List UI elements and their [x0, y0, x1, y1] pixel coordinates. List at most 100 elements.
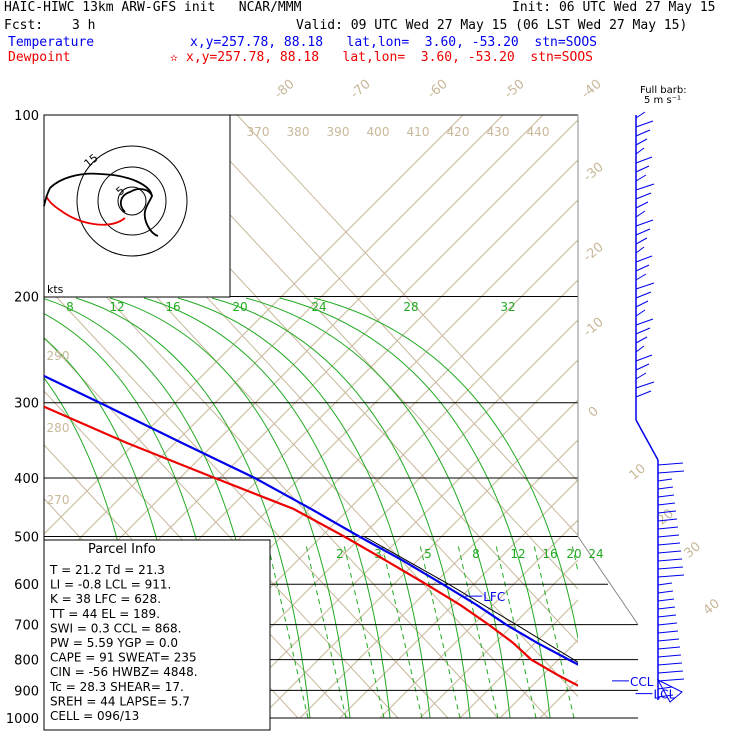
wind-barb	[657, 494, 675, 498]
moist-adiabat-line	[177, 297, 431, 719]
hodograph-box	[43, 114, 231, 298]
parcel-info-row: CIN = -56 HWBZ= 4848.	[50, 665, 198, 679]
hodograph-ring	[97, 166, 167, 236]
wind-barb	[635, 201, 649, 209]
barb-legend-line1: Full barb:	[640, 85, 687, 96]
pressure-label: 300	[14, 397, 39, 412]
wind-barb	[635, 354, 653, 362]
wind-barb	[635, 318, 654, 326]
mixing-ratio-label: 2	[336, 547, 344, 561]
wind-barb	[657, 606, 676, 610]
mixing-ratio-label: 24	[311, 300, 326, 314]
dry-adiabat-line	[419, 559, 578, 719]
mixing-ratio-line	[267, 544, 309, 719]
wind-barb	[635, 255, 653, 263]
parcel-info-row: K = 38 LFC = 628.	[50, 592, 161, 606]
init-time: Init: 06 UTC Wed 27 May 15	[512, 0, 716, 15]
dry-adiabat-line	[44, 115, 544, 615]
isotherm-label: -30	[581, 160, 607, 185]
wind-barb	[635, 246, 645, 254]
dry-adiabat-line	[44, 115, 464, 535]
theta-label: 370	[247, 125, 270, 139]
parcel-info-title: Parcel Info	[88, 542, 156, 557]
right-axis-kink	[577, 536, 639, 625]
theta-label: 430	[487, 125, 510, 139]
isotherm-label: 30	[682, 539, 704, 561]
wind-barb	[657, 622, 678, 626]
theta-label-left: 290	[47, 349, 70, 363]
pressure-label: 100	[14, 109, 39, 124]
temperature-legend: Temperature	[8, 35, 95, 50]
wind-barb	[657, 486, 674, 490]
wind-barb	[635, 192, 652, 200]
mixing-ratio-line	[305, 544, 347, 719]
wind-barb	[635, 372, 647, 380]
wind-barb	[635, 282, 655, 290]
dry-adiabat-line	[620, 115, 740, 718]
wind-barb	[657, 510, 677, 514]
theta-label: 420	[447, 125, 470, 139]
dry-adiabat-line	[580, 115, 740, 718]
moist-adiabat-line	[313, 297, 578, 642]
pressure-label: 900	[14, 684, 39, 699]
parcel-info-row: LI = -0.8 LCL = 911.	[50, 578, 171, 592]
wind-barb	[635, 156, 653, 164]
isotherm-line	[236, 115, 578, 483]
wind-barb	[635, 327, 651, 335]
dry-adiabat-line	[44, 115, 504, 575]
isotherm-label: -40	[579, 77, 605, 102]
model-title: HAIC-HIWC 13km ARW-GFS init NCAR/MMM	[4, 0, 302, 15]
mixing-ratio-label: 5	[424, 547, 432, 561]
mixing-ratio-label: 32	[500, 300, 515, 314]
isotherm-line	[44, 282, 449, 719]
mixing-ratio-line	[457, 544, 499, 719]
wind-barb	[657, 590, 674, 594]
isotherm-label: -10	[581, 315, 607, 340]
wind-barb	[635, 129, 651, 137]
wind-staff	[635, 419, 659, 461]
wind-flag	[656, 678, 683, 703]
dry-adiabat-line	[339, 479, 578, 719]
mixing-ratio-label: 20	[566, 547, 581, 561]
level-label-ccl: CCL	[630, 675, 654, 689]
mixing-ratio-label: 8	[472, 547, 480, 561]
pressure-label: 800	[14, 654, 39, 669]
wind-barb	[657, 598, 675, 602]
wind-barb	[635, 390, 652, 398]
dry-adiabat-line	[299, 439, 578, 719]
isotherm-label: -80	[272, 77, 298, 102]
parcel-path-line	[363, 536, 578, 663]
wind-barb	[657, 470, 685, 474]
wind-barb	[657, 574, 685, 578]
valid-time: Valid: 09 UTC Wed 27 May 15 (06 LST Wed …	[296, 18, 688, 33]
parcel-info-row: PW = 5.59 YGP = 0.0	[50, 636, 178, 650]
dewpoint-line	[44, 405, 578, 687]
isotherm-label: 40	[701, 596, 723, 618]
wind-barb	[657, 670, 684, 674]
wind-barb	[635, 120, 654, 128]
mixing-ratio-label: 12	[510, 547, 525, 561]
pressure-label: 600	[14, 578, 39, 593]
wind-barb	[657, 614, 677, 618]
isotherm-line	[44, 229, 499, 719]
wind-barb	[657, 558, 683, 562]
wind-barb	[657, 630, 679, 634]
forecast-label: Fcst:	[4, 18, 44, 33]
isotherm-label: -50	[502, 77, 528, 102]
moist-adiabat-line	[245, 297, 511, 719]
mixing-ratio-label: 8	[66, 300, 74, 314]
wind-barb	[635, 381, 655, 389]
wind-barb	[635, 300, 649, 308]
parcel-info-row: T = 21.2 Td = 21.3	[49, 563, 165, 577]
level-label-lcl: LCL	[654, 688, 676, 702]
parcel-info-row: CELL = 096/13	[50, 709, 139, 723]
pressure-label: 500	[14, 530, 39, 545]
wind-barb	[657, 542, 681, 546]
wind-barb	[635, 183, 655, 191]
parcel-info-row: Tc = 28.3 SHEAR= 17.	[49, 680, 184, 694]
mixing-ratio-label: 20	[232, 300, 247, 314]
mixing-ratio-line	[533, 544, 575, 719]
wind-barb	[635, 138, 648, 146]
mixing-ratio-label: 24	[588, 547, 603, 561]
theta-label: 380	[287, 125, 310, 139]
